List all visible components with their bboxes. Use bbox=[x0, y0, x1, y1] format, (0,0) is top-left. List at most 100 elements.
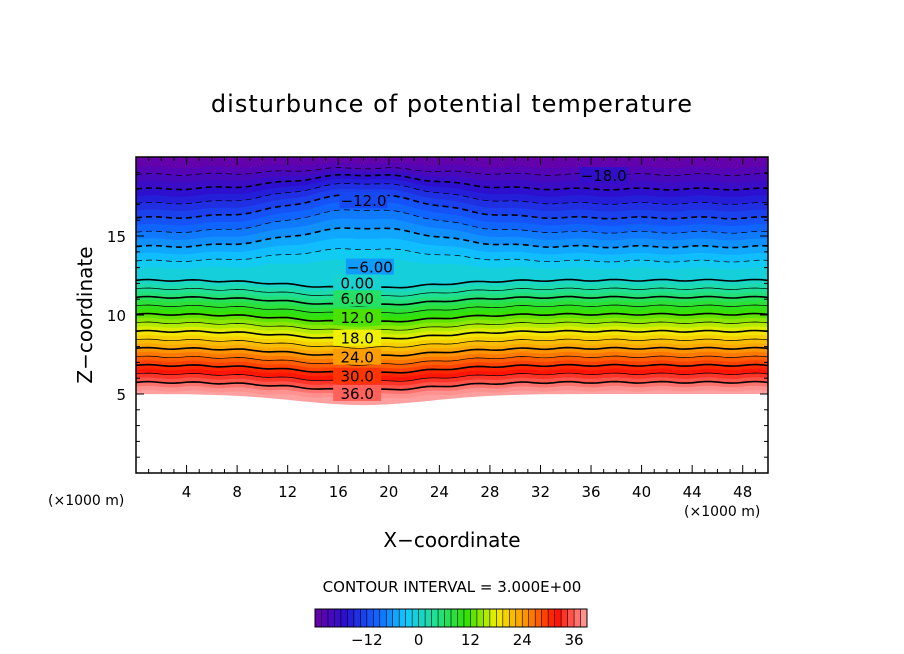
contour-label-background bbox=[333, 385, 382, 401]
colorbar-swatch bbox=[561, 609, 568, 627]
y-tick-label: 15 bbox=[107, 228, 126, 246]
colorbar-swatch bbox=[522, 609, 530, 627]
colorbar-tick-label: 36 bbox=[565, 631, 584, 649]
contour-label: 24.0 bbox=[340, 349, 373, 367]
colorbar bbox=[314, 608, 588, 628]
colorbar-swatch bbox=[502, 609, 510, 627]
contour-label: 6.00 bbox=[340, 290, 373, 308]
colorbar-swatch bbox=[334, 609, 342, 627]
x-tick-label: 16 bbox=[329, 483, 348, 501]
contour-label-background bbox=[345, 258, 394, 275]
positive-contour-line bbox=[136, 355, 768, 366]
colorbar-swatch bbox=[360, 609, 368, 627]
contour-label-background bbox=[333, 274, 382, 291]
negative-contour-line bbox=[136, 209, 768, 234]
x-tick-label: 48 bbox=[733, 483, 752, 501]
negative-contour-line bbox=[136, 173, 768, 191]
colorbar-swatch bbox=[340, 609, 348, 627]
positive-contour-line bbox=[136, 278, 768, 290]
contour-label: −6.00 bbox=[347, 259, 393, 277]
contour-label: 0.00 bbox=[340, 274, 373, 292]
colorbar-swatch bbox=[548, 609, 556, 627]
colorbar-swatch bbox=[386, 609, 394, 627]
negative-contour-lines bbox=[136, 167, 768, 263]
positive-contour-line bbox=[136, 287, 768, 298]
colorbar-swatch bbox=[515, 609, 523, 627]
negative-contour-line bbox=[136, 248, 768, 263]
contour-label-background bbox=[333, 329, 382, 346]
positive-contour-line bbox=[136, 312, 768, 324]
y-axis-unit: (×1000 m) bbox=[48, 493, 124, 509]
contour-label: 36.0 bbox=[340, 385, 373, 403]
x-tick-label: 32 bbox=[531, 483, 550, 501]
x-tick-label: 28 bbox=[480, 483, 499, 501]
colorbar-swatch bbox=[509, 609, 517, 627]
colorbar-swatch bbox=[412, 609, 420, 627]
colorbar-swatch bbox=[431, 609, 439, 627]
positive-contour-line bbox=[136, 295, 768, 307]
x-tick-label: 24 bbox=[430, 483, 449, 501]
contour-label: 30.0 bbox=[340, 368, 373, 386]
x-tick-label: 12 bbox=[278, 483, 297, 501]
colorbar-swatch bbox=[366, 609, 374, 627]
colorbar-tick-label: 0 bbox=[414, 631, 424, 649]
colorbar-swatch bbox=[476, 609, 484, 627]
contour-label: −18.0 bbox=[581, 167, 627, 185]
colorbar-tick-label: −12 bbox=[351, 631, 383, 649]
x-tick-label: 40 bbox=[632, 483, 651, 501]
positive-contour-lines bbox=[136, 278, 768, 392]
negative-contour-line bbox=[136, 167, 768, 176]
colorbar-frame bbox=[314, 608, 588, 628]
contour-label-background bbox=[333, 348, 382, 365]
x-tick-label: 44 bbox=[683, 483, 702, 501]
positive-contour-line bbox=[136, 380, 768, 392]
colorbar-swatch bbox=[535, 609, 543, 627]
positive-contour-line bbox=[136, 346, 768, 358]
x-tick-label: 20 bbox=[379, 483, 398, 501]
contour-label-background bbox=[339, 192, 388, 209]
x-tick-label: 36 bbox=[581, 483, 600, 501]
contour-label-background bbox=[579, 166, 628, 183]
chart-title: disturbunce of potential temperature bbox=[211, 90, 693, 118]
contour-label-background bbox=[333, 367, 382, 384]
colorbar-swatch bbox=[580, 609, 588, 627]
positive-contour-line bbox=[136, 363, 768, 375]
terrain-mask bbox=[136, 394, 768, 473]
y-axis-ticks: 5 10 15 bbox=[107, 156, 768, 474]
x-tick-label: 8 bbox=[232, 483, 242, 501]
negative-contour-line bbox=[136, 227, 768, 249]
y-tick-label: 5 bbox=[116, 386, 126, 404]
colorbar-swatch bbox=[379, 609, 387, 627]
contour-label: 12.0 bbox=[340, 309, 373, 327]
colorbar-swatch bbox=[438, 609, 445, 627]
contour-interval-label: CONTOUR INTERVAL = 3.000E+00 bbox=[323, 578, 582, 596]
colorbar-swatch bbox=[496, 609, 504, 627]
colorbar-swatch bbox=[567, 609, 575, 627]
x-axis-unit: (×1000 m) bbox=[684, 504, 760, 520]
y-tick-label: 10 bbox=[107, 307, 126, 325]
contour-field bbox=[136, 157, 768, 473]
colorbar-tick-labels: −12 0 12 24 36 bbox=[351, 631, 584, 649]
contour-label-background bbox=[333, 290, 382, 307]
colorbar-swatch bbox=[321, 609, 329, 627]
contour-label: 18.0 bbox=[340, 330, 373, 348]
positive-contour-line bbox=[136, 372, 768, 383]
colorbar-swatch bbox=[418, 609, 426, 627]
colorbar-swatch bbox=[528, 609, 536, 627]
contour-label: −12.0 bbox=[341, 192, 387, 210]
positive-contour-line bbox=[136, 329, 768, 341]
colorbar-swatch bbox=[405, 609, 413, 627]
colorbar-swatch bbox=[463, 609, 471, 627]
positive-contour-line bbox=[136, 338, 768, 349]
colorbar-swatch bbox=[489, 609, 497, 627]
colorbar-swatch bbox=[347, 609, 355, 627]
y-axis-label: Z−coordinate bbox=[73, 246, 97, 383]
colorbar-swatch bbox=[373, 609, 381, 627]
colorbar-swatch bbox=[315, 609, 322, 627]
x-axis-ticks: 4 8 12 16 20 24 28 32 36 40 44 48 bbox=[135, 157, 769, 501]
colorbar-tick-label: 24 bbox=[513, 631, 532, 649]
colorbar-swatch bbox=[353, 609, 361, 627]
colorbar-swatch bbox=[483, 609, 491, 627]
negative-contour-line bbox=[136, 183, 768, 205]
